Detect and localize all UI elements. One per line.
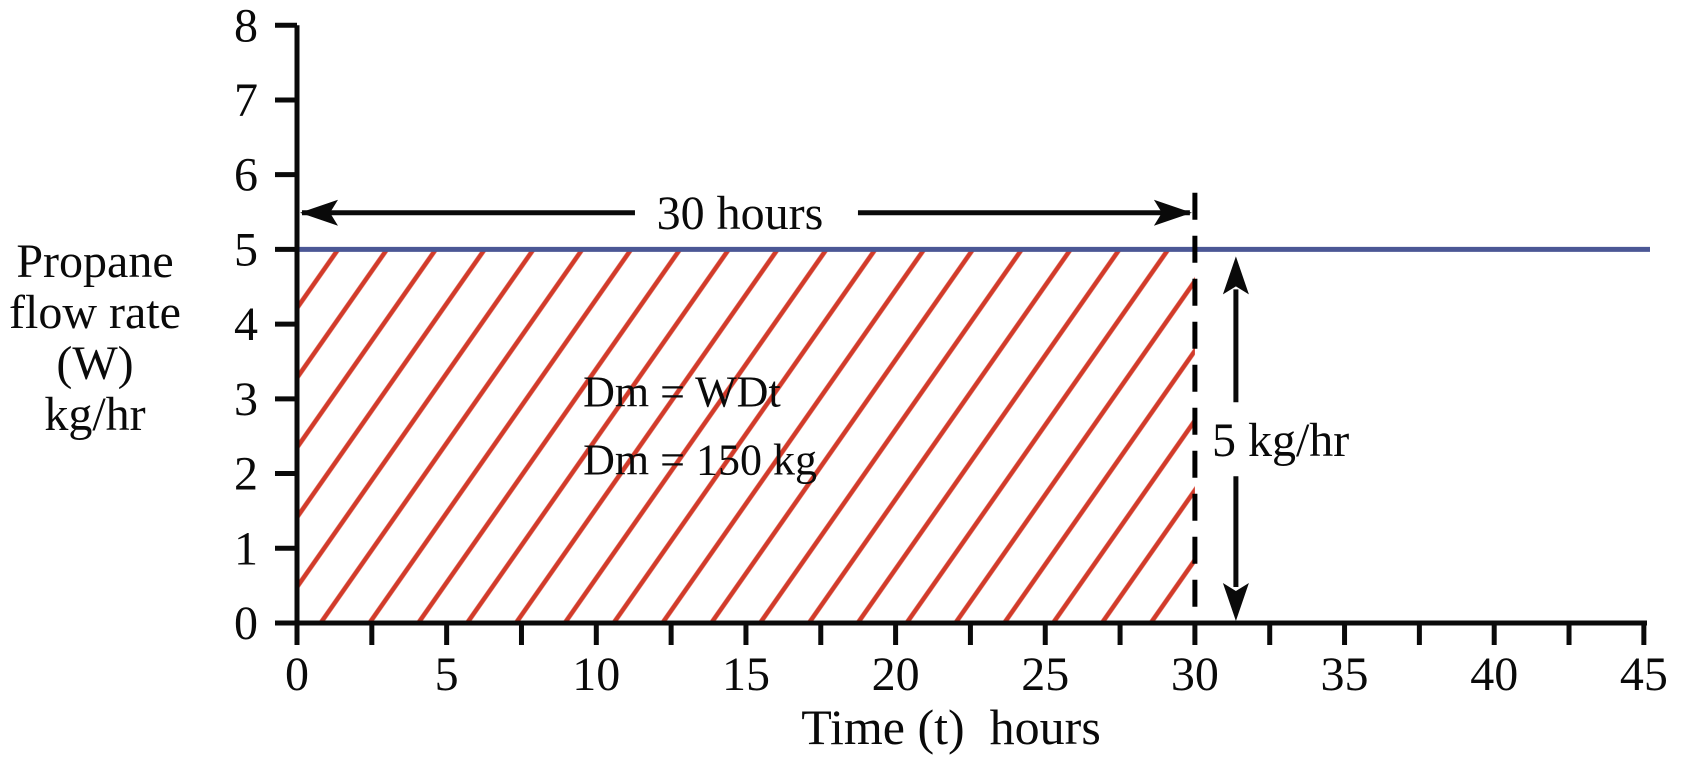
duration-arrow-label: 30 hours <box>657 187 824 240</box>
x-tick-label: 0 <box>285 648 309 701</box>
y-tick-label: 4 <box>234 298 258 351</box>
x-tick-label: 20 <box>872 648 920 701</box>
y-axis-title-line: flow rate <box>9 286 181 339</box>
x-tick-label: 45 <box>1620 648 1668 701</box>
rate-arrow-down-head <box>1222 583 1249 621</box>
x-tick-label: 35 <box>1321 648 1369 701</box>
x-tick-label: 10 <box>572 648 620 701</box>
duration-arrow-left-head <box>300 199 338 226</box>
x-tick-label: 15 <box>722 648 770 701</box>
x-tick-label: 5 <box>435 648 459 701</box>
y-tick-label: 0 <box>234 597 258 650</box>
y-tick-label: 3 <box>234 373 258 426</box>
y-tick-label: 5 <box>234 223 258 276</box>
y-tick-label: 2 <box>234 448 258 501</box>
x-tick-label: 30 <box>1171 648 1219 701</box>
y-axis-title-line: (W) <box>56 337 133 390</box>
hatched-area-mass-region <box>297 249 1195 623</box>
equation-text: Dm = WDt <box>583 367 781 416</box>
y-axis-title-line: Propane <box>16 235 173 288</box>
x-tick-label: 25 <box>1021 648 1069 701</box>
y-tick-label: 7 <box>234 74 258 127</box>
y-tick-label: 8 <box>234 0 258 52</box>
duration-arrow-right-head <box>1153 199 1192 226</box>
y-axis-title-line: kg/hr <box>44 388 145 441</box>
y-tick-label: 6 <box>234 149 258 202</box>
equation-text: Dm = 150 kg <box>583 435 817 484</box>
rate-arrow-label: 5 kg/hr <box>1212 414 1349 467</box>
x-tick-label: 40 <box>1470 648 1518 701</box>
y-tick-label: 1 <box>234 522 258 575</box>
x-axis-title: Time (t) hours <box>801 699 1101 755</box>
rate-arrow-up-head <box>1222 256 1249 295</box>
